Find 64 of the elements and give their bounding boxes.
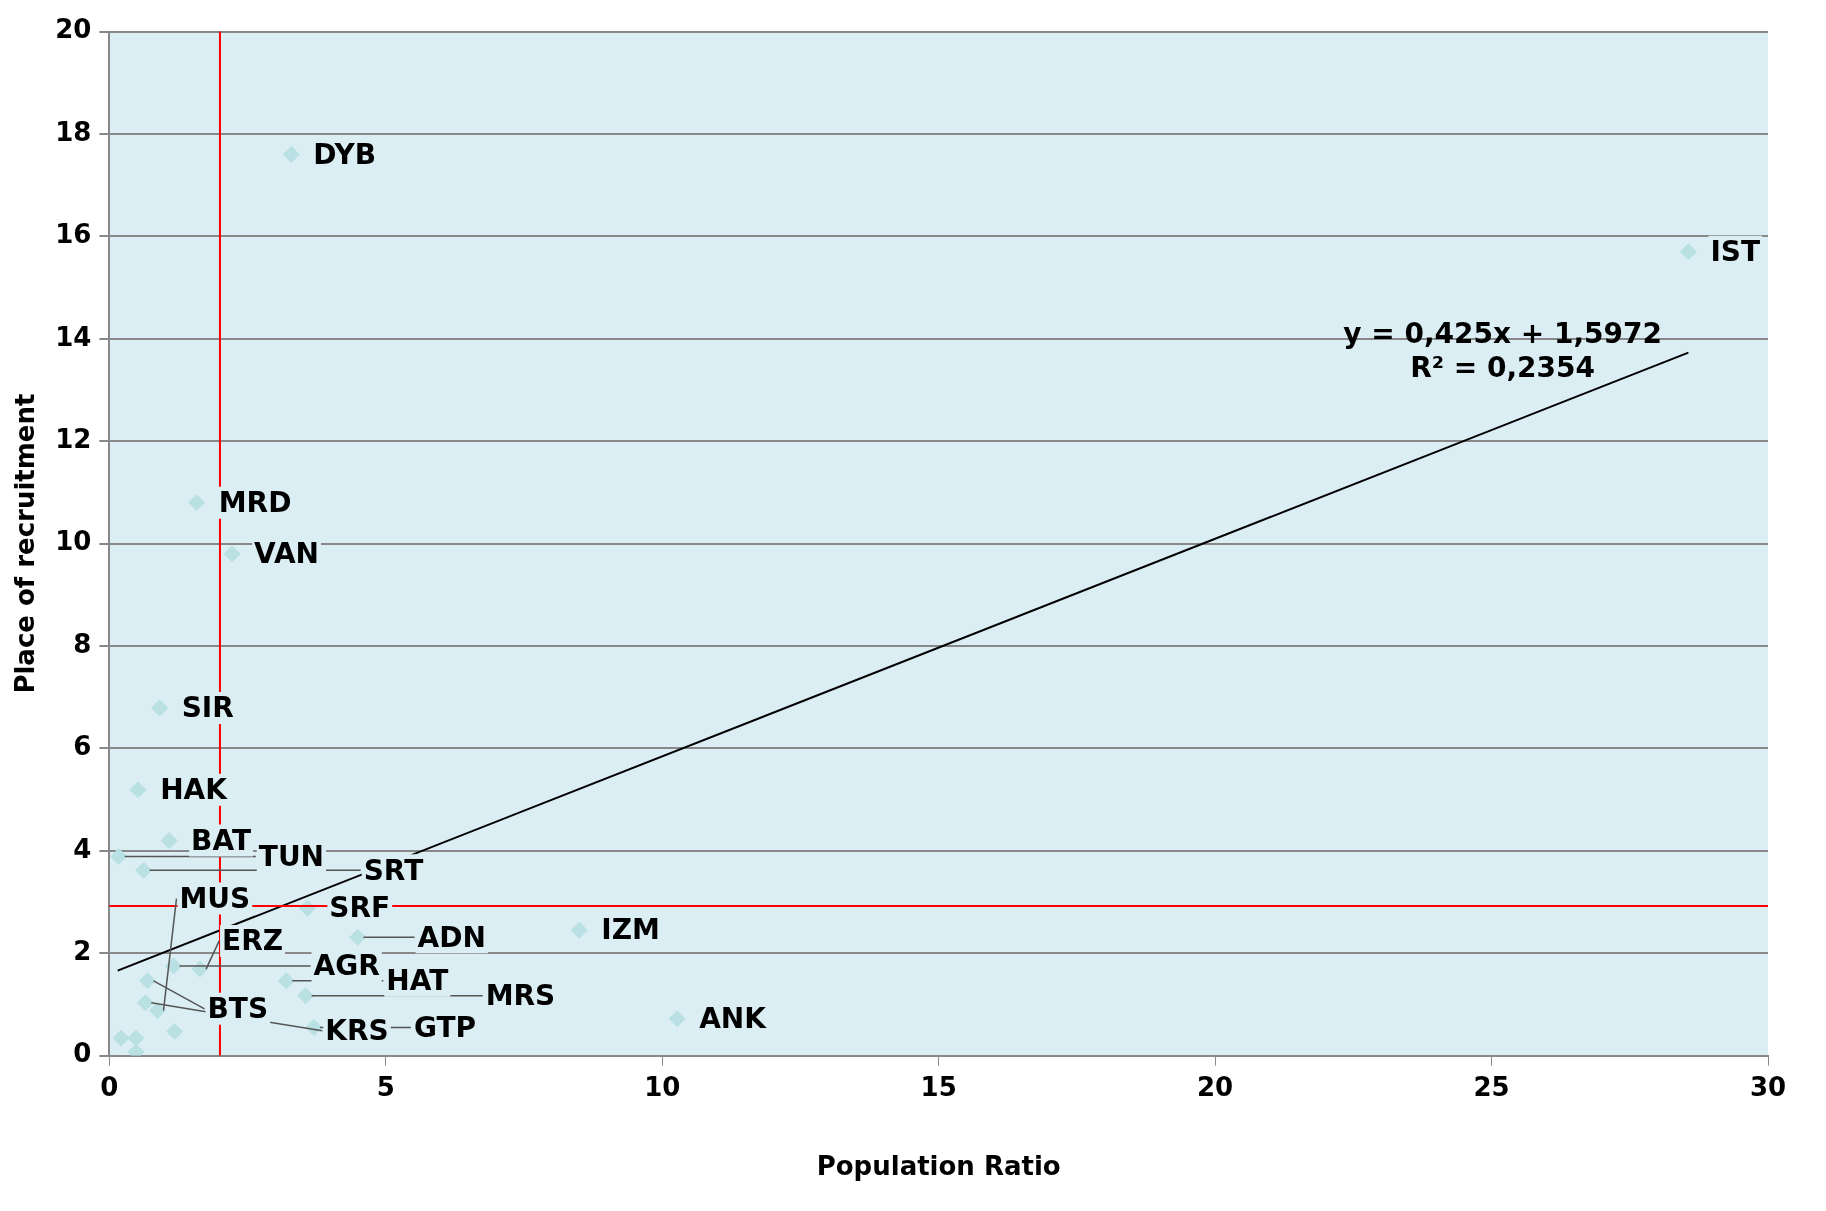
annotation: R² = 0,2354 (1410, 350, 1596, 384)
annotation: SIR (181, 691, 234, 725)
annotation: MUS (179, 881, 251, 915)
point (668, 1010, 686, 1028)
y-tick-label: 16 (55, 219, 92, 250)
annotation: SRT (363, 853, 424, 887)
x-tick-label: 20 (1197, 1071, 1234, 1102)
point (139, 972, 157, 990)
y-axis-title: Place of recruitment (10, 393, 41, 694)
y-tick-label: 0 (73, 1038, 92, 1069)
point (110, 847, 128, 865)
y-tick-label: 14 (55, 321, 92, 352)
annotation: y = 0,425x + 1,5972 (1343, 317, 1663, 351)
annotation: KRS (325, 1014, 389, 1048)
x-tick-label: 5 (376, 1071, 395, 1102)
annotation: HAT (386, 964, 449, 998)
annotation: IST (1710, 235, 1761, 269)
annotation: AGR (313, 949, 380, 983)
x-tick-label: 0 (100, 1071, 119, 1102)
point (166, 1023, 184, 1041)
point (188, 494, 206, 512)
y-tick-label: 2 (73, 935, 92, 966)
x-tick-label: 15 (920, 1071, 957, 1102)
point (223, 545, 241, 563)
x-tick-label: 30 (1749, 1071, 1787, 1102)
y-tick-label: 18 (55, 116, 92, 147)
annotation: TUN (258, 839, 325, 873)
point (151, 699, 169, 717)
annotation: ERZ (222, 924, 284, 958)
x-tick-label: 25 (1473, 1071, 1510, 1102)
point (297, 987, 315, 1005)
point (165, 957, 183, 975)
annotation: MRD (218, 485, 292, 519)
y-tick-label: 8 (73, 628, 92, 659)
point (277, 972, 295, 990)
point (135, 861, 153, 879)
y-tick-label: 6 (73, 731, 92, 762)
x-tick-label: 10 (644, 1071, 681, 1102)
annotation: VAN (254, 537, 319, 571)
annotation: HAK (160, 773, 229, 807)
annotation: SRF (329, 891, 391, 925)
y-tick-label: 10 (55, 526, 92, 557)
point (349, 928, 367, 946)
y-tick-label: 4 (73, 833, 92, 864)
y-tick-label: 20 (55, 14, 92, 45)
annotation: IZM (601, 913, 660, 947)
point (129, 781, 147, 799)
annotation: ANK (699, 1002, 768, 1036)
annotation: BAT (191, 823, 252, 857)
point (136, 994, 154, 1012)
x-axis-title: Population Ratio (816, 1151, 1061, 1182)
point (148, 1002, 166, 1020)
point (112, 1029, 130, 1047)
annotation: BTS (207, 992, 269, 1026)
point (127, 1029, 145, 1047)
annotation: DYB (313, 137, 377, 171)
point (160, 832, 178, 850)
point (1679, 243, 1697, 261)
annotation: GTP (413, 1010, 477, 1044)
point (570, 921, 588, 939)
y-tick-label: 12 (55, 423, 92, 454)
annotation: MRS (485, 978, 556, 1012)
point (282, 145, 300, 163)
annotation: ADN (417, 920, 486, 954)
